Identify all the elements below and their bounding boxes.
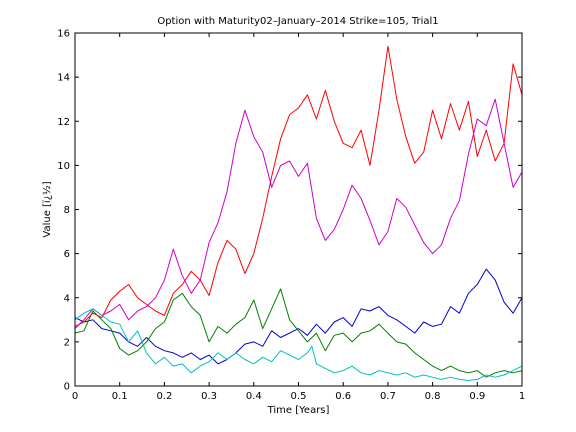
x-tick-label: 0.2 bbox=[156, 391, 172, 402]
x-tick-label: 0.3 bbox=[201, 391, 217, 402]
x-tick-label: 0.7 bbox=[380, 391, 396, 402]
series-line-2 bbox=[74, 288, 523, 378]
series-line-4 bbox=[74, 98, 523, 329]
chart-title: Option with Maturity02–January–2014 Stri… bbox=[157, 16, 438, 27]
y-tick-label: 2 bbox=[64, 337, 70, 348]
y-tick-label: 12 bbox=[57, 117, 70, 128]
x-tick-label: 0.8 bbox=[425, 391, 441, 402]
y-tick-label: 6 bbox=[64, 249, 70, 260]
series-line-1 bbox=[74, 268, 523, 365]
y-tick-label: 10 bbox=[57, 161, 70, 172]
series-layer bbox=[74, 45, 523, 381]
x-tick-label: 0.1 bbox=[112, 391, 128, 402]
ticks-layer: 0 0.1 0.2 0.3 0.4 0.5 0.6 0.7 0.8 0.9 102468101214… bbox=[57, 29, 525, 403]
x-tick-label: 0.5 bbox=[291, 391, 307, 402]
y-tick-label: 14 bbox=[57, 73, 70, 84]
x-tick-label: 0.6 bbox=[335, 391, 351, 402]
y-tick-label: 0 bbox=[64, 382, 70, 393]
y-tick-label: 4 bbox=[64, 293, 70, 304]
x-axis-label: Time [Years] bbox=[267, 405, 330, 416]
x-tick-label: 0.4 bbox=[246, 391, 262, 402]
series-line-3 bbox=[74, 45, 523, 327]
y-tick-label: 8 bbox=[64, 205, 70, 216]
x-tick-label: 0 bbox=[72, 391, 78, 402]
x-tick-label: 1 bbox=[519, 391, 525, 402]
x-tick-label: 0.9 bbox=[469, 391, 485, 402]
y-tick-label: 16 bbox=[57, 29, 70, 40]
series-line-5 bbox=[74, 308, 523, 381]
y-axis-label: Value [ï¿½] bbox=[41, 181, 53, 237]
